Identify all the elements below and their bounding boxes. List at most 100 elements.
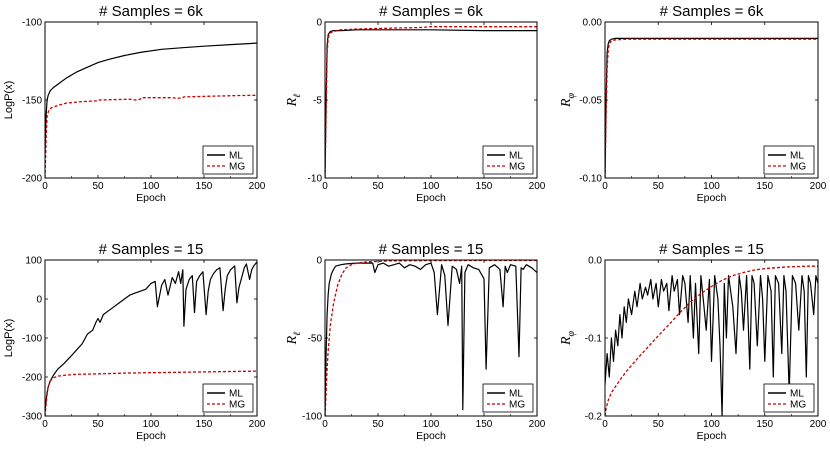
x-tick-label: 150: [196, 419, 213, 430]
x-tick-label: 0: [322, 181, 328, 192]
x-axis-label: Epoch: [136, 430, 166, 442]
y-axis-label-main: R: [559, 336, 574, 346]
x-tick-label: 150: [476, 181, 493, 192]
x-tick-label: 200: [529, 181, 546, 192]
legend-label-mg: MG: [790, 400, 806, 411]
y-tick-label: -0.05: [579, 96, 602, 107]
y-tick-label: 0: [36, 295, 42, 306]
x-tick-label: 100: [423, 419, 440, 430]
y-tick-label: -10: [308, 174, 323, 185]
legend-label-ml: ML: [229, 389, 243, 400]
x-tick-label: 200: [249, 181, 266, 192]
series-group: [605, 37, 818, 178]
legend-box: [763, 145, 815, 175]
legend-label-mg: MG: [229, 400, 245, 411]
chart-title: # Samples = 6k: [379, 3, 483, 20]
x-tick-label: 0: [42, 181, 48, 192]
legend-box: [202, 145, 254, 175]
x-tick-label: 100: [703, 181, 720, 192]
y-axis-label-main: R: [285, 97, 300, 107]
x-tick-label: 150: [196, 181, 213, 192]
y-tick-label: -5: [313, 96, 322, 107]
y-axis-label: LogP(x): [3, 81, 15, 120]
series-group: [45, 42, 257, 178]
y-tick-label: -150: [22, 96, 42, 107]
y-tick-label: 100: [25, 256, 42, 267]
legend-label-ml: ML: [790, 151, 804, 162]
chart-title: # Samples = 6k: [99, 3, 203, 20]
y-tick-label: 0: [316, 18, 322, 29]
x-tick-label: 50: [372, 419, 384, 430]
series-group: [325, 260, 537, 416]
chart-title: # Samples = 15: [659, 241, 764, 258]
x-tick-label: 50: [653, 181, 665, 192]
legend-label-ml: ML: [509, 389, 523, 400]
y-tick-label: -0.2: [585, 412, 603, 423]
y-tick-label: -100: [302, 412, 322, 423]
legend-box: [202, 383, 254, 413]
x-axis-label: Epoch: [697, 430, 727, 442]
series-line-mg: [605, 38, 818, 178]
y-tick-label: -50: [308, 334, 323, 345]
y-axis-label-sub: φ: [566, 330, 577, 336]
x-tick-label: 100: [143, 419, 160, 430]
x-tick-label: 100: [703, 419, 720, 430]
series-line-ml: [605, 275, 818, 416]
legend-label-ml: ML: [229, 151, 243, 162]
x-tick-label: 100: [423, 181, 440, 192]
x-tick-label: 0: [602, 419, 608, 430]
chart-title: # Samples = 15: [379, 241, 484, 258]
y-axis-label-sub: ℓ: [292, 94, 303, 98]
x-tick-label: 0: [42, 419, 48, 430]
panel-rphi-6k: # Samples = 6k 0 50 100 150 200 -0.10 -0.05 0.0…: [559, 3, 827, 204]
series-line-mg: [325, 260, 537, 416]
x-tick-label: 200: [810, 181, 827, 192]
y-axis-label-sub: φ: [566, 92, 577, 98]
y-axis-label-main: R: [285, 335, 300, 345]
panel-rphi-15: # Samples = 15 0 50 100 150 200 -0.2 -0.1 0.0 Ep…: [559, 241, 827, 442]
panel-logp-15: # Samples = 15 0 50 100 150 200 -300 -200 -100 0…: [3, 241, 266, 442]
legend-box: [482, 383, 534, 413]
y-tick-label: 0.0: [588, 256, 602, 267]
y-axis-label: Rℓ: [285, 332, 303, 346]
x-tick-label: 100: [143, 181, 160, 192]
panel-rl-6k: # Samples = 6k 0 50 100 150 200 -10 -5 0 Epoch Rℓ…: [285, 3, 546, 204]
x-axis-label: Epoch: [416, 192, 446, 204]
series-group: [605, 265, 818, 416]
y-axis-label: Rℓ: [285, 94, 303, 108]
y-tick-label: -200: [22, 174, 42, 185]
panel-logp-6k: # Samples = 6k 0 50 100 150 200 -200 -150 -100 E…: [3, 3, 266, 204]
series-group: [325, 26, 537, 178]
legend-label-ml: ML: [509, 151, 523, 162]
y-axis-label-sub: ℓ: [292, 332, 303, 336]
x-tick-label: 0: [602, 181, 608, 192]
legend-box: [482, 145, 534, 175]
y-axis-label: Rφ: [559, 330, 577, 346]
panel-rl-15: # Samples = 15 0 50 100 150 200 -100 -50 0 Epoch…: [285, 241, 546, 442]
y-axis-label: LogP(x): [3, 319, 15, 358]
y-tick-label: 0: [316, 256, 322, 267]
y-tick-label: -300: [22, 412, 42, 423]
y-tick-label: 0.00: [583, 18, 603, 29]
y-tick-label: -0.10: [579, 174, 602, 185]
x-tick-label: 50: [92, 419, 104, 430]
y-axis-label-main: R: [559, 98, 574, 108]
series-line-mg: [45, 94, 257, 178]
x-tick-label: 200: [810, 419, 827, 430]
y-tick-label: -0.1: [585, 334, 603, 345]
x-tick-label: 0: [322, 419, 328, 430]
y-tick-label: -100: [22, 334, 42, 345]
x-tick-label: 50: [372, 181, 384, 192]
x-tick-label: 50: [653, 419, 665, 430]
series-line-mg: [605, 265, 818, 416]
series-group: [45, 261, 257, 416]
x-tick-label: 150: [476, 419, 493, 430]
chart-title: # Samples = 6k: [660, 3, 764, 20]
legend-box: [763, 383, 815, 413]
y-axis-label: Rφ: [559, 92, 577, 108]
